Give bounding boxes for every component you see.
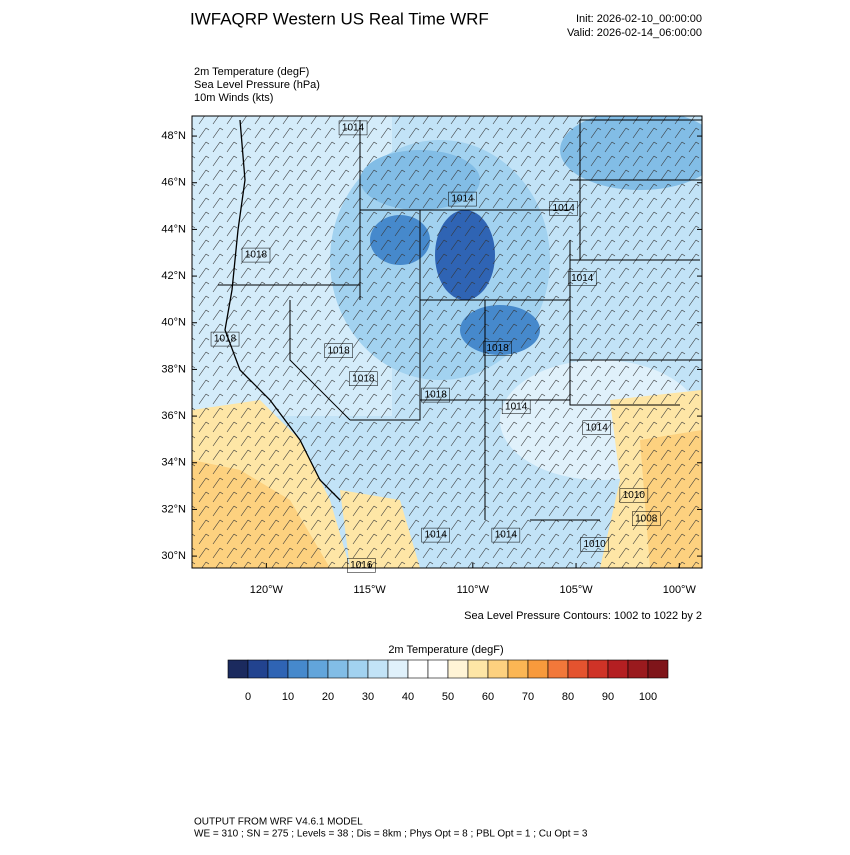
lon-label: 110°W <box>457 584 490 596</box>
footer: OUTPUT FROM WRF V4.6.1 MODEL <box>194 817 363 828</box>
isobar-label-box <box>338 120 368 136</box>
colorbar-tick: 60 <box>482 691 494 703</box>
colorbar-box <box>587 659 609 679</box>
colorbar-tick: 90 <box>602 691 614 703</box>
valid-time: Valid: 2026-02-14_06:00:00 <box>567 27 702 39</box>
colorbar-box <box>507 659 529 679</box>
isobar-label-box <box>421 527 450 543</box>
colorbar-tick: 40 <box>402 691 414 703</box>
colorbar-box <box>467 659 489 679</box>
init-time: Init: 2026-02-10_00:00:00 <box>576 13 702 25</box>
colorbar-box <box>627 659 649 679</box>
colorbar-box <box>547 659 569 679</box>
field-label: 2m Temperature (degF) <box>194 66 309 78</box>
lat-label: 38°N <box>161 363 186 375</box>
colorbar-tick: 10 <box>282 691 294 703</box>
colorbar-box <box>347 659 369 679</box>
colorbar-tick: 30 <box>362 691 374 703</box>
isobar-label-box <box>349 371 378 387</box>
colorbar-title: 2m Temperature (degF) <box>388 644 503 656</box>
colorbar-tick: 20 <box>322 691 334 703</box>
lat-label: 40°N <box>161 317 186 329</box>
isobar-label-box <box>580 537 609 552</box>
isobar-label-box <box>347 558 376 573</box>
colorbar-box <box>407 659 429 679</box>
lon-label: 120°W <box>250 584 284 596</box>
map-frame <box>191 115 703 569</box>
isobar-label-box <box>491 527 521 543</box>
field-label: 10m Winds (kts) <box>194 92 273 104</box>
isobar-label: 1014 <box>425 530 448 541</box>
isobar-label: 1018 <box>425 390 448 401</box>
isobar-label-box <box>582 420 611 436</box>
colorbar-box <box>227 659 249 679</box>
footer: WE = 310 ; SN = 275 ; Levels = 38 ; Dis … <box>194 829 588 840</box>
isobar-label-box <box>549 201 578 216</box>
isobar-label-box <box>483 341 512 356</box>
isobar-label-box <box>632 511 661 527</box>
colorbar-box <box>527 659 549 679</box>
colorbar-box <box>447 659 469 679</box>
colorbar-box <box>267 659 289 679</box>
colorbar-box <box>307 659 329 679</box>
colorbar-box <box>287 659 309 679</box>
lon-label: 115°W <box>353 584 386 596</box>
isobar-label: 1014 <box>342 123 365 134</box>
colorbar-tick: 80 <box>562 691 574 703</box>
lat-label: 46°N <box>161 177 186 189</box>
isobar-label: 1014 <box>451 194 474 205</box>
isobar-label-box <box>324 343 353 359</box>
colorbar-box <box>247 659 269 679</box>
isobar-label: 1014 <box>505 401 528 412</box>
contour-note: Sea Level Pressure Contours: 1002 to 102… <box>464 610 702 622</box>
isobar-label: 1010 <box>584 539 607 550</box>
colorbar-box <box>487 659 509 679</box>
lat-label: 32°N <box>161 503 186 515</box>
isobar-label-box <box>501 399 531 415</box>
isobar-label-box <box>210 331 240 347</box>
isobar-label: 1010 <box>623 490 646 501</box>
colorbar-box <box>647 659 669 679</box>
lat-label: 48°N <box>161 130 186 142</box>
isobar-label-box <box>448 191 477 207</box>
colorbar: 0 10 20 30 40 50 60 70 80 90 100 <box>227 659 669 703</box>
map-fill <box>192 116 702 568</box>
field-label: Sea Level Pressure (hPa) <box>194 79 320 91</box>
isobar-label-box <box>421 387 450 403</box>
colorbar-box <box>427 659 449 679</box>
isobar-label-box <box>241 247 271 263</box>
colorbar-tick: 70 <box>522 691 534 703</box>
isobar-label-box <box>567 271 597 286</box>
colorbar-box <box>567 659 589 679</box>
colorbar-box <box>367 659 389 679</box>
lat-label: 36°N <box>161 410 186 422</box>
isobar-label: 1018 <box>352 373 375 384</box>
isobar-label: 1018 <box>486 343 509 354</box>
colorbar-box <box>607 659 629 679</box>
isobar-label-box <box>619 488 649 503</box>
colorbar-box <box>327 659 349 679</box>
lon-label: 100°W <box>663 584 697 596</box>
isobar-label: 1014 <box>553 203 576 214</box>
isobar-label: 1014 <box>586 422 609 433</box>
colorbar-tick: 0 <box>245 691 251 703</box>
title: IWFAQRP Western US Real Time WRF <box>190 9 489 28</box>
lat-label: 42°N <box>161 270 186 282</box>
colorbar-box <box>387 659 409 679</box>
colorbar-tick: 50 <box>442 691 454 703</box>
isobar-label: 1016 <box>350 560 373 571</box>
isobar-label: 1014 <box>571 273 594 284</box>
isobar-label: 1018 <box>327 345 350 356</box>
lat-label: 34°N <box>161 457 186 469</box>
lat-label: 30°N <box>161 550 186 562</box>
isobar-label: 1008 <box>635 513 658 524</box>
isobar-label: 1014 <box>495 530 518 541</box>
isobar-label: 1018 <box>214 334 237 345</box>
lat-label: 44°N <box>161 223 186 235</box>
isobar-label: 1018 <box>245 250 268 261</box>
lon-label: 105°W <box>559 584 593 596</box>
colorbar-tick: 100 <box>639 691 657 703</box>
